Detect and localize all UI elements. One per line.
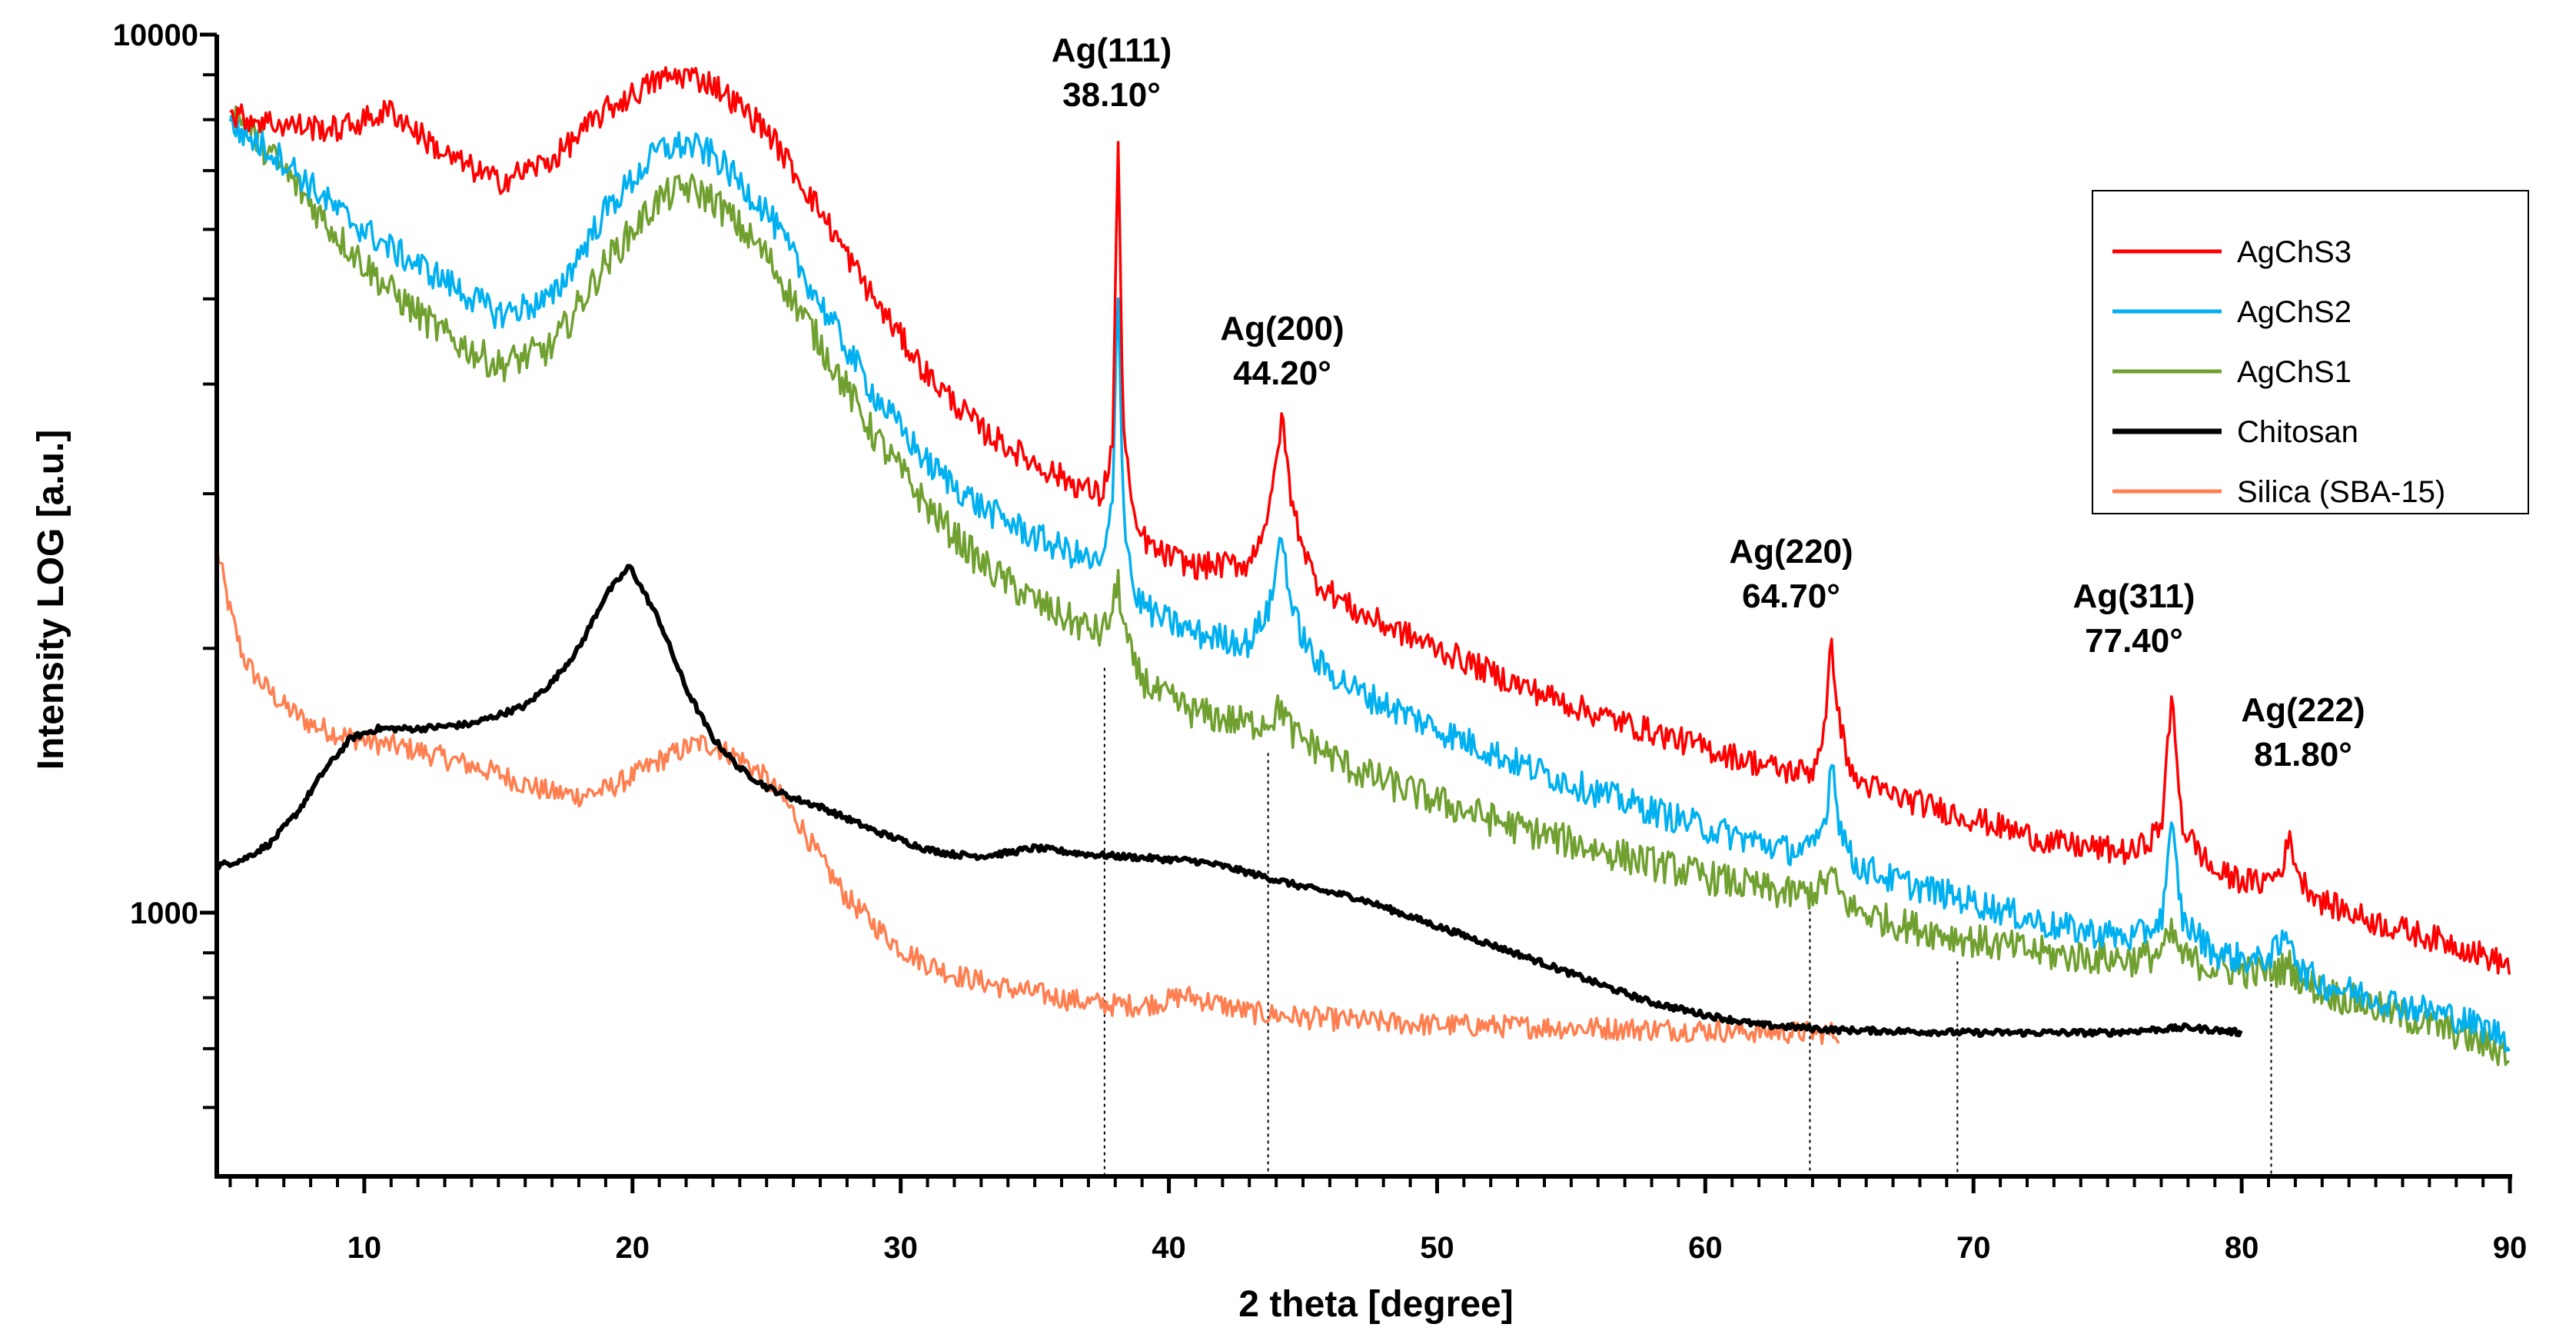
legend-label-agchs2: AgChS2 bbox=[2237, 295, 2352, 329]
legend: AgChS3 AgChS2 AgChS1 Chitosan Silica (SBA-15… bbox=[2092, 190, 2529, 514]
y-tick-label: 10000 bbox=[113, 18, 198, 52]
legend-label-silica-sba-15: Silica (SBA-15) bbox=[2237, 475, 2445, 509]
legend-label-agchs1: AgChS1 bbox=[2237, 355, 2352, 389]
axes bbox=[214, 35, 2512, 1179]
reference-lines bbox=[1103, 667, 2272, 1176]
y-tick-label: 1000 bbox=[130, 897, 198, 930]
series-line-agchs1 bbox=[229, 105, 2510, 1066]
x-tick-label: 70 bbox=[1956, 1231, 1991, 1265]
peak-angle-ag-311: 77.40° bbox=[2085, 622, 2183, 660]
series-line-agchs3 bbox=[229, 66, 2511, 975]
peak-angle-ag-222: 81.80° bbox=[2254, 736, 2352, 773]
peak-label-ag-311: Ag(311) bbox=[2073, 577, 2195, 615]
peak-annotations: Ag(111) 38.10° Ag(200) 44.20° Ag(220) 64.70° A… bbox=[1052, 32, 2365, 773]
series-line-silica-sba-15 bbox=[215, 544, 1840, 1046]
peak-angle-ag-200: 44.20° bbox=[1233, 354, 1331, 392]
x-tick-label: 60 bbox=[1688, 1231, 1723, 1265]
peak-label-ag-222: Ag(222) bbox=[2241, 691, 2365, 729]
peak-label-ag-200: Ag(200) bbox=[1220, 310, 1344, 348]
peak-angle-ag-220: 64.70° bbox=[1742, 577, 1840, 615]
x-tick-label: 90 bbox=[2493, 1231, 2528, 1265]
legend-box bbox=[2092, 190, 2529, 514]
series-layer bbox=[214, 66, 2511, 1066]
x-axis-title: 2 theta [degree] bbox=[1238, 1284, 1513, 1325]
legend-label-agchs3: AgChS3 bbox=[2237, 235, 2352, 269]
x-tick-label: 20 bbox=[616, 1231, 650, 1265]
x-tick-label: 30 bbox=[883, 1231, 918, 1265]
x-tick-label: 10 bbox=[347, 1231, 382, 1265]
peak-label-ag-111: Ag(111) bbox=[1052, 32, 1172, 69]
series-line-agchs2 bbox=[228, 114, 2511, 1053]
peak-angle-ag-111: 38.10° bbox=[1062, 76, 1161, 114]
x-tick-label: 50 bbox=[1420, 1231, 1454, 1265]
x-tick-label: 40 bbox=[1152, 1231, 1186, 1265]
legend-label-chitosan: Chitosan bbox=[2237, 415, 2358, 449]
series-line-chitosan bbox=[214, 564, 2243, 1038]
x-tick-label: 80 bbox=[2225, 1231, 2259, 1265]
y-ticks: 10000 1000 bbox=[113, 18, 217, 1109]
x-ticks: 10 20 30 40 50 60 70 80 90 bbox=[228, 1176, 2528, 1265]
peak-label-ag-220: Ag(220) bbox=[1729, 533, 1853, 571]
y-axis-title: Intensity LOG [a.u.] bbox=[31, 430, 71, 770]
